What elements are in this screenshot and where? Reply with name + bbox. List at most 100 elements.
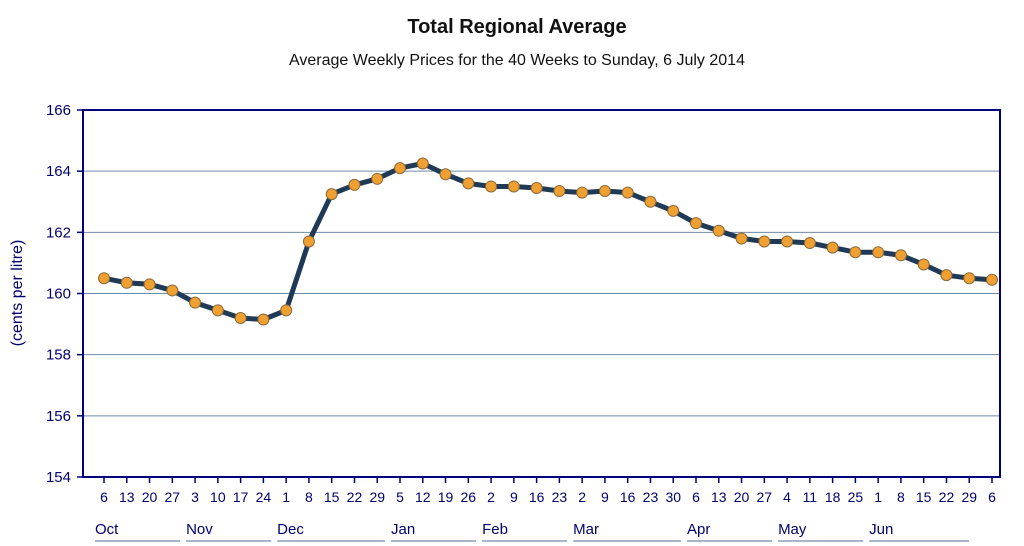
x-tick-label: 15: [324, 489, 340, 505]
x-tick-label: 24: [256, 489, 272, 505]
data-point: [462, 177, 475, 190]
data-point: [257, 313, 270, 326]
data-point: [667, 204, 680, 217]
data-point: [189, 296, 202, 309]
data-point: [507, 180, 520, 193]
x-tick-label: 17: [233, 489, 249, 505]
x-tick-label: 27: [757, 489, 773, 505]
x-tick-label: 20: [734, 489, 750, 505]
x-tick-label: 26: [461, 489, 477, 505]
y-axis-label: (cents per litre): [9, 240, 26, 347]
data-point: [690, 217, 702, 230]
data-point: [280, 304, 293, 317]
data-point: [120, 276, 133, 289]
data-point: [394, 162, 406, 175]
data-point: [234, 311, 247, 324]
data-point: [986, 273, 998, 286]
x-tick-label: 23: [643, 489, 659, 505]
x-tick-label: 3: [191, 489, 199, 505]
chart-subtitle: Average Weekly Prices for the 40 Weeks t…: [289, 52, 745, 69]
month-label: Oct: [95, 521, 119, 538]
x-tick-label: 29: [369, 489, 385, 505]
data-point: [894, 249, 907, 262]
x-tick-label: 5: [396, 489, 404, 505]
x-tick-label: 1: [874, 489, 882, 505]
month-labels: Oct Nov Dec Jan Feb Mar Apr May Jun: [95, 521, 969, 542]
month-label: Jun: [869, 521, 893, 538]
data-point: [348, 178, 361, 191]
x-tick-label: 12: [415, 489, 431, 505]
x-tick-label: 22: [347, 489, 363, 505]
y-axis-ticks: 154 156 158 160 162 164 166: [46, 102, 83, 486]
y-tick-label: 166: [46, 102, 71, 119]
x-tick-label: 6: [988, 489, 996, 505]
data-point: [712, 224, 725, 237]
data-point: [872, 246, 885, 259]
x-tick-label: 6: [692, 489, 700, 505]
x-axis-ticks: 6 13 20 27 3 10 17 24 1 8 15 22 29 5 12 19 26 2 9 16 23 2 9 16 2…: [100, 477, 996, 505]
data-point: [371, 172, 384, 185]
x-tick-label: 2: [487, 489, 495, 505]
month-label: Apr: [687, 521, 710, 538]
data-point: [963, 272, 976, 285]
y-tick-label: 164: [46, 163, 71, 180]
month-label: May: [778, 521, 807, 538]
y-tick-label: 154: [46, 469, 71, 486]
series: [98, 157, 998, 326]
x-tick-label: 8: [897, 489, 905, 505]
data-point: [735, 232, 748, 245]
data-point: [143, 278, 156, 291]
data-point: [325, 188, 338, 201]
x-tick-label: 15: [916, 489, 932, 505]
x-tick-label: 16: [529, 489, 545, 505]
data-point: [917, 258, 930, 271]
chart-title: Total Regional Average: [407, 16, 627, 38]
x-tick-label: 6: [100, 489, 108, 505]
x-tick-label: 10: [210, 489, 226, 505]
data-point: [781, 235, 794, 248]
y-tick-label: 156: [46, 408, 71, 425]
x-tick-label: 13: [711, 489, 727, 505]
data-point: [940, 269, 953, 282]
x-tick-label: 23: [552, 489, 568, 505]
data-point: [416, 157, 429, 170]
data-point: [98, 272, 110, 285]
x-tick-label: 13: [119, 489, 135, 505]
x-tick-label: 30: [665, 489, 681, 505]
data-point: [439, 168, 452, 181]
month-label: Feb: [482, 521, 508, 538]
x-tick-label: 25: [848, 489, 864, 505]
data-point: [576, 186, 589, 199]
x-tick-label: 29: [961, 489, 977, 505]
x-tick-label: 9: [601, 489, 609, 505]
data-point: [598, 185, 611, 198]
data-point: [803, 237, 816, 250]
data-point: [166, 284, 179, 297]
data-point: [826, 241, 839, 254]
x-tick-label: 22: [939, 489, 955, 505]
x-tick-label: 27: [165, 489, 181, 505]
x-tick-label: 19: [438, 489, 454, 505]
grid-lines: [83, 170, 1000, 417]
x-tick-label: 9: [510, 489, 518, 505]
month-label: Mar: [573, 521, 599, 538]
x-tick-label: 11: [803, 489, 818, 505]
data-point: [644, 195, 657, 208]
x-tick-label: 18: [825, 489, 841, 505]
month-label: Nov: [186, 521, 213, 538]
x-tick-label: 20: [142, 489, 158, 505]
data-point: [758, 235, 771, 248]
x-tick-label: 16: [620, 489, 636, 505]
x-tick-label: 4: [783, 489, 791, 505]
x-tick-label: 1: [282, 489, 290, 505]
data-point: [530, 181, 543, 194]
x-tick-label: 8: [305, 489, 313, 505]
data-point: [485, 180, 498, 193]
y-tick-label: 158: [46, 347, 71, 364]
data-point: [621, 186, 634, 199]
data-point: [849, 246, 862, 259]
data-point: [553, 185, 566, 198]
series-line: [101, 161, 995, 322]
y-tick-label: 160: [46, 286, 71, 303]
data-point: [211, 304, 224, 317]
